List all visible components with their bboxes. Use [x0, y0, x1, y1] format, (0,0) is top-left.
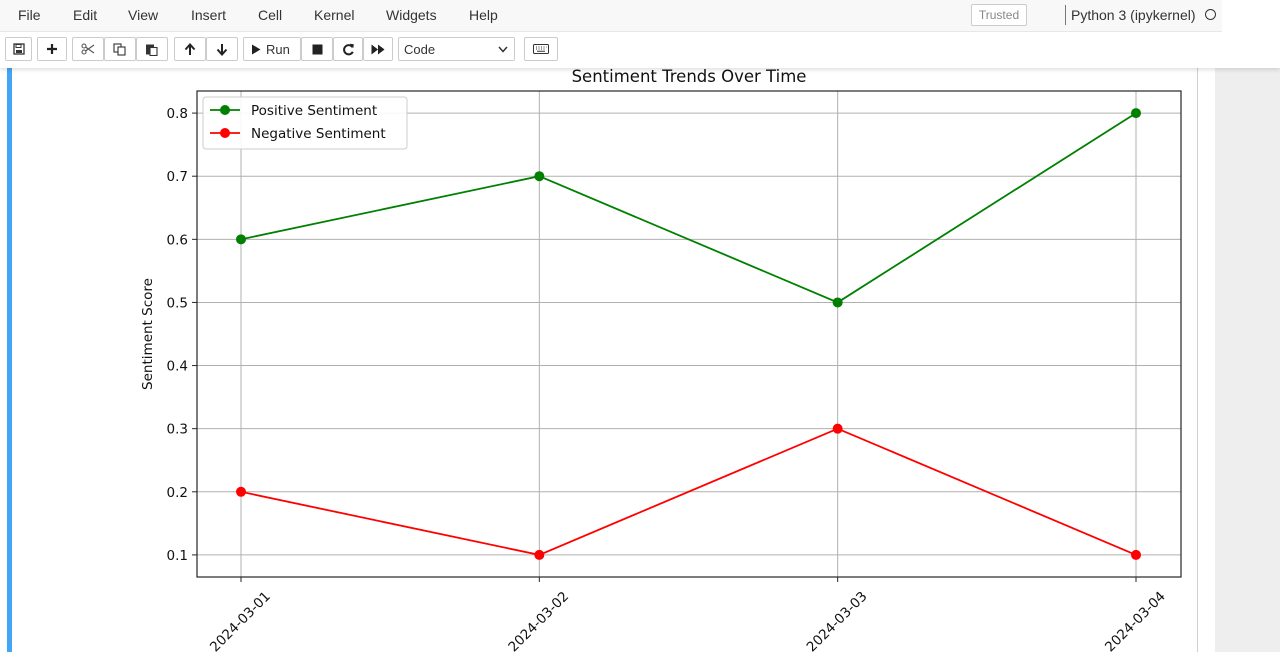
menu-widgets[interactable]: Widgets [386, 7, 437, 23]
y-tick-label: 0.4 [167, 359, 188, 375]
sentiment-chart: 0.10.20.30.40.50.60.70.8 2024-03-01 2024-… [140, 68, 1182, 652]
restart-run-all-button[interactable] [363, 37, 393, 61]
paste-icon [146, 44, 158, 56]
series-line-negative [240, 427, 1137, 556]
data-point [236, 486, 246, 497]
selected-cell-indicator [7, 68, 12, 652]
legend-marker [220, 105, 230, 115]
data-point [1131, 108, 1141, 119]
y-axis-ticks: 0.1 0.2 0.3 0.4 0.5 0.6 0.7 0.8 [167, 106, 197, 564]
keyboard-icon [533, 44, 549, 54]
chevron-down-icon [498, 46, 508, 53]
y-tick-label: 0.7 [167, 169, 188, 185]
interrupt-button[interactable] [301, 37, 333, 61]
notebook-header: File Edit View Insert Cell Kernel Widget… [0, 0, 1280, 68]
y-tick-label: 0.5 [167, 295, 188, 311]
plus-icon [47, 44, 57, 54]
x-tick-label: 2024-03-04 [1102, 589, 1169, 652]
menu-view[interactable]: View [128, 7, 159, 23]
y-axis-label: Sentiment Score [140, 278, 156, 390]
x-tick-label: 2024-03-02 [505, 589, 572, 652]
chart-title: Sentiment Trends Over Time [572, 68, 807, 86]
y-tick-label: 0.2 [167, 485, 188, 501]
scissors-icon [81, 43, 95, 55]
y-tick-label: 0.6 [167, 232, 188, 248]
restart-button[interactable] [333, 37, 363, 61]
data-point [1131, 549, 1141, 560]
run-icon [252, 44, 261, 54]
run-label: Run [266, 41, 290, 57]
data-point [534, 549, 545, 560]
legend-label: Negative Sentiment [251, 126, 386, 142]
data-point [832, 423, 843, 434]
x-axis-ticks: 2024-03-01 2024-03-02 2024-03-03 2024-03-04 [207, 577, 1169, 652]
menu-kernel[interactable]: Kernel [314, 7, 355, 23]
data-point [236, 234, 246, 245]
menu-insert[interactable]: Insert [191, 7, 227, 23]
menu-bar: File Edit View Insert Cell Kernel Widget… [0, 0, 1222, 32]
restart-icon [342, 43, 354, 55]
notebook-area: 0.1 0.2 0.3 0.4 0.5 0.6 0.7 0.8 2024-03-01 2024-… [0, 68, 1215, 652]
legend-marker [220, 128, 230, 138]
save-icon [12, 43, 25, 55]
run-button[interactable]: Run [243, 37, 301, 61]
series-line-positive [240, 112, 1137, 304]
x-tick-label: 2024-03-03 [804, 589, 871, 652]
arrow-down-icon [216, 43, 228, 56]
menu-help[interactable]: Help [469, 7, 498, 23]
trusted-indicator[interactable]: Trusted [971, 4, 1027, 26]
insert-cell-button[interactable] [37, 37, 67, 61]
menu-file[interactable]: File [18, 7, 41, 23]
y-tick-label: 0.3 [167, 422, 188, 438]
stop-icon [312, 44, 322, 54]
move-down-button[interactable] [206, 37, 238, 61]
kernel-separator [1065, 5, 1066, 25]
series-layer [236, 108, 1141, 560]
save-button[interactable] [5, 37, 32, 61]
fast-forward-icon [371, 44, 385, 54]
copy-button[interactable] [104, 37, 136, 61]
kernel-name[interactable]: Python 3 (ipykernel) [1071, 7, 1196, 23]
y-tick-label: 0.1 [167, 548, 188, 564]
data-point [534, 171, 545, 182]
legend: Positive Sentiment Negative Sentiment [202, 96, 408, 150]
copy-icon [113, 42, 126, 56]
grid [197, 91, 1181, 577]
menu-cell[interactable]: Cell [258, 7, 283, 23]
plot-frame [196, 90, 1182, 578]
command-palette-button[interactable] [524, 37, 558, 61]
arrow-up-icon [184, 42, 196, 55]
toolbar: Run Code [0, 37, 1280, 63]
cell-type-select[interactable]: Code [398, 37, 515, 61]
menu-edit[interactable]: Edit [73, 7, 98, 23]
x-tick-label: 2024-03-01 [207, 589, 274, 652]
move-up-button[interactable] [174, 37, 206, 61]
cut-button[interactable] [72, 37, 104, 61]
paste-button[interactable] [136, 37, 168, 61]
legend-box [202, 96, 408, 150]
y-tick-label: 0.8 [167, 106, 188, 122]
cell-type-value: Code [404, 42, 436, 57]
legend-label: Positive Sentiment [251, 103, 377, 119]
cell-border [1197, 68, 1198, 652]
kernel-status-icon [1205, 9, 1216, 20]
data-point [832, 297, 843, 308]
